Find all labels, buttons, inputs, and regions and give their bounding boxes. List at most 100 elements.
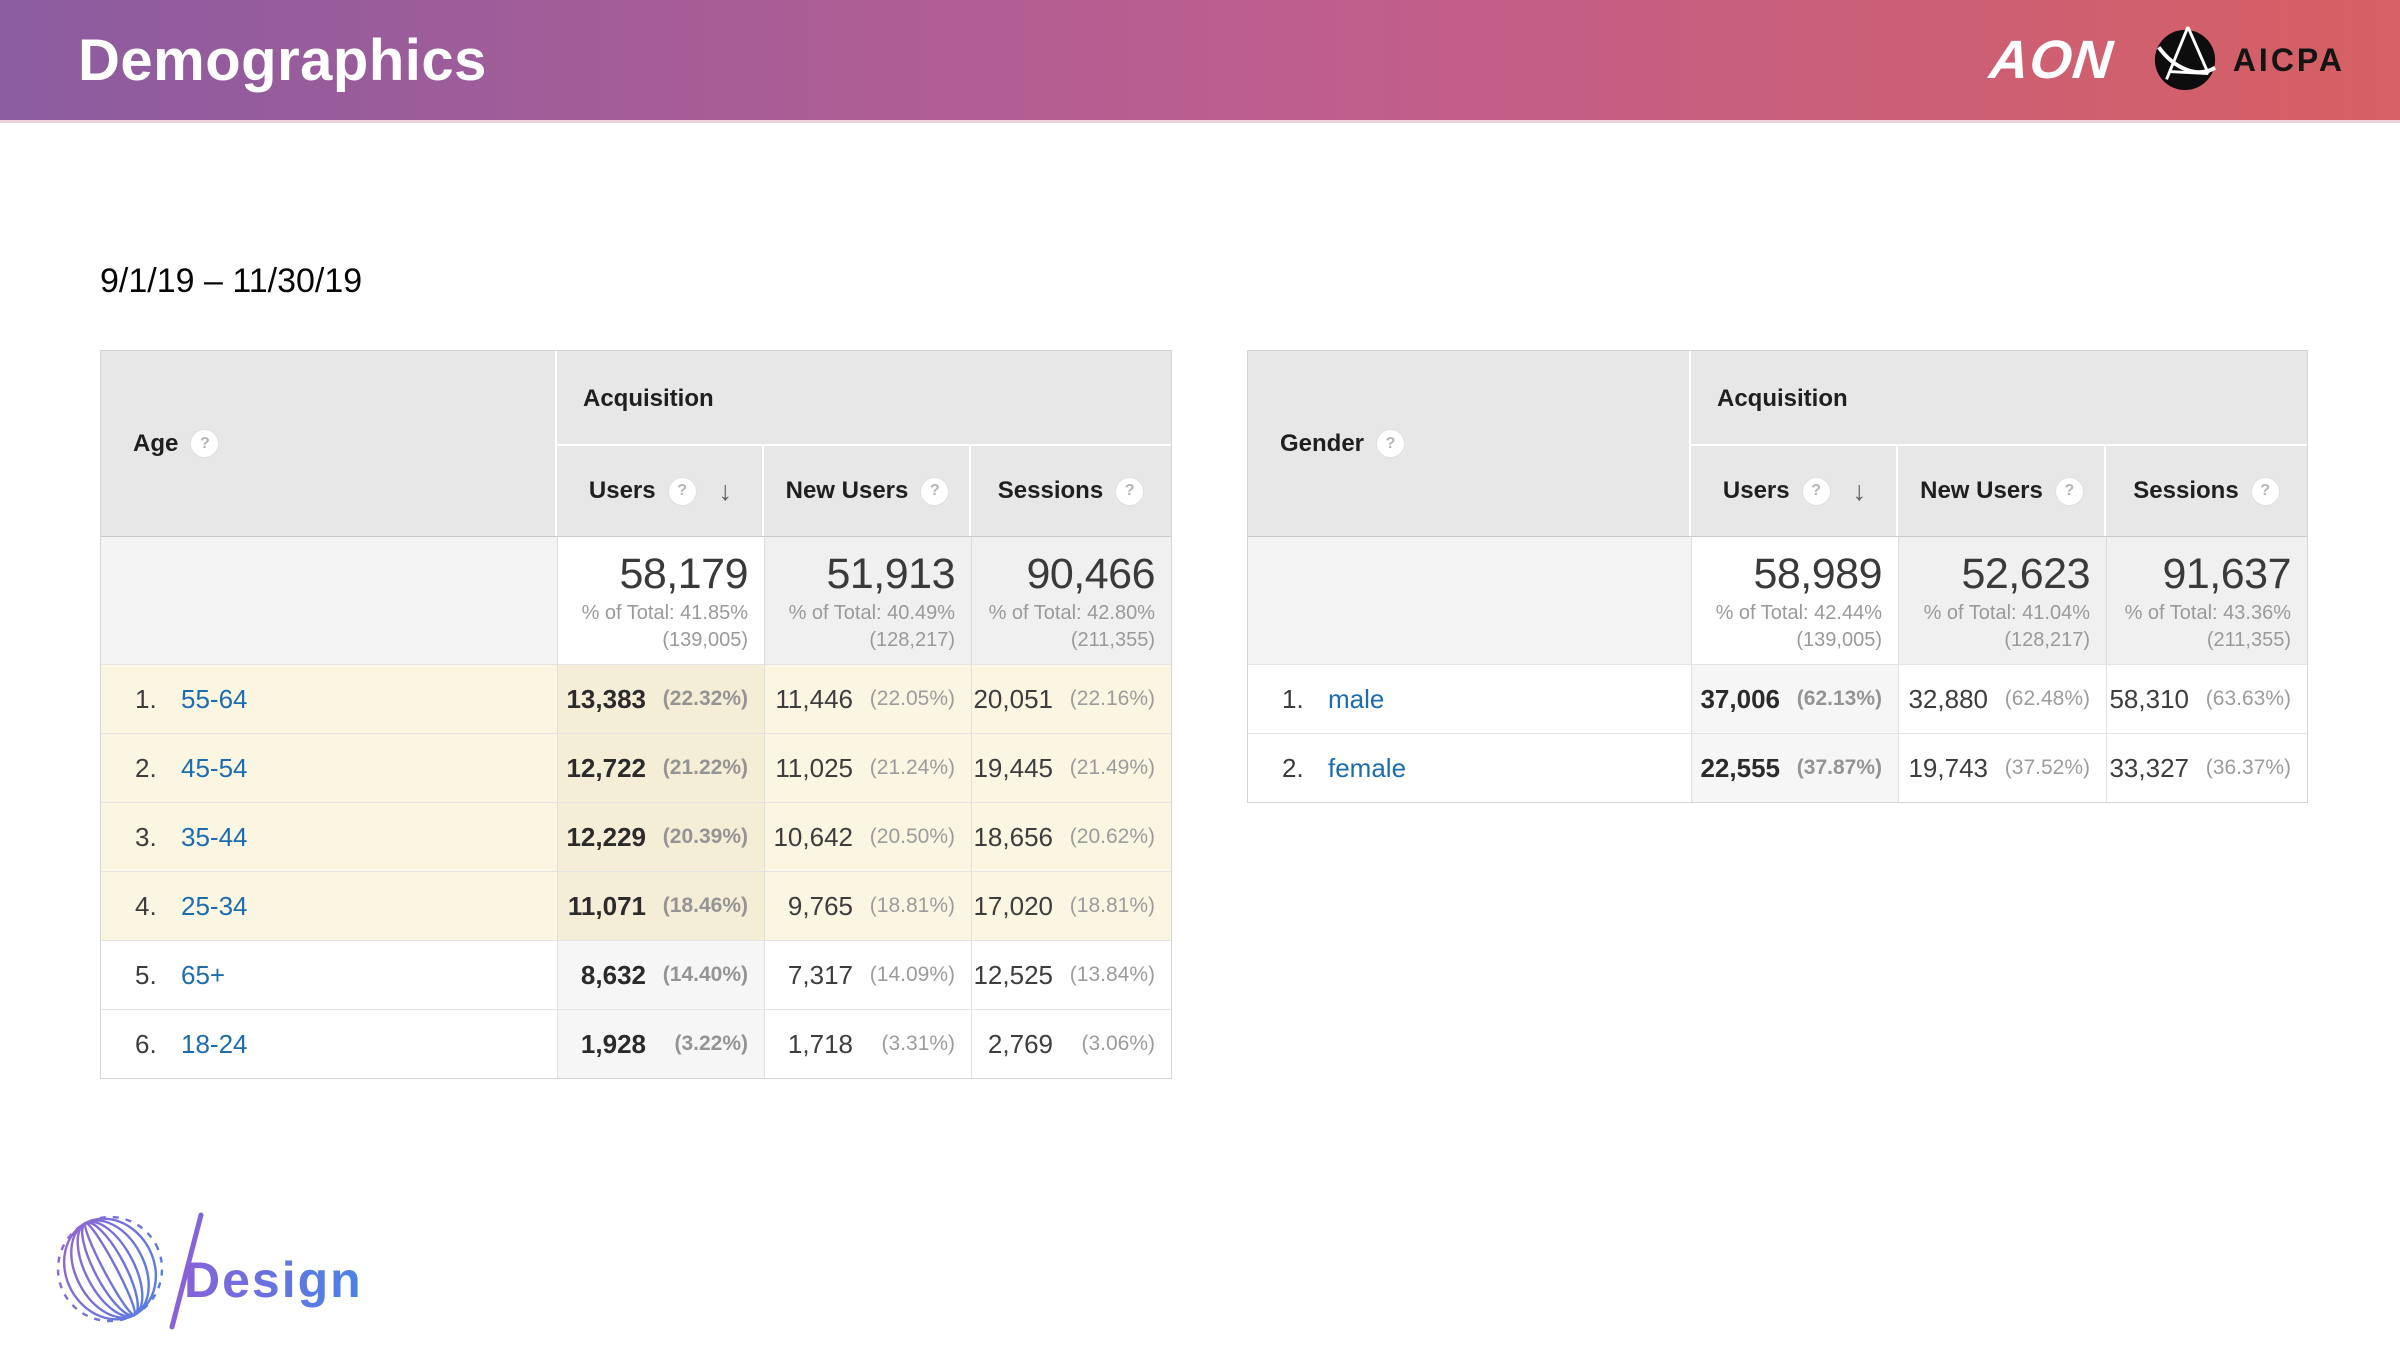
users-cell: 22,555 (37.87%): [1691, 733, 1898, 802]
users-total-value: 58,179: [619, 549, 748, 598]
sessions-value: 19,445: [973, 752, 1053, 783]
table-row-dimension: 2. female: [1248, 733, 1691, 802]
age-link-45-54[interactable]: 45-54: [181, 752, 248, 783]
help-icon[interactable]: ?: [667, 476, 697, 506]
sessions-value: 12,525: [973, 959, 1053, 990]
table-row-dimension: 1. male: [1248, 664, 1691, 733]
sessions-total-value: 90,466: [1026, 549, 1155, 598]
row-index: 2.: [135, 752, 157, 783]
users-total-value: 58,989: [1753, 549, 1882, 598]
acquisition-group-header: Acquisition: [557, 351, 1171, 446]
sessions-value: 58,310: [2109, 683, 2189, 714]
age-table: Age ? Acquisition Users ? ↓ New Users ? …: [100, 350, 1172, 1079]
users-cell: 8,632 (14.40%): [557, 940, 764, 1009]
table-row-dimension: 1. 55-64: [101, 664, 557, 733]
users-value: 1,928: [580, 1028, 646, 1059]
new-users-total-value: 51,913: [826, 549, 955, 598]
help-icon[interactable]: ?: [1801, 476, 1831, 506]
age-link-35-44[interactable]: 35-44: [181, 821, 248, 852]
age-link-25-34[interactable]: 25-34: [181, 890, 248, 921]
sessions-column-header[interactable]: Sessions ?: [2106, 446, 2307, 536]
users-total-base: (139,005): [1796, 628, 1882, 651]
sessions-cell: 18,656 (20.62%): [971, 802, 1171, 871]
new-users-cell: 10,642 (20.50%): [764, 802, 971, 871]
sessions-cell: 2,769 (3.06%): [971, 1009, 1171, 1078]
age-link-65plus[interactable]: 65+: [181, 959, 226, 990]
new-users-pct: (21.24%): [869, 756, 955, 779]
aicpa-globe-icon: [2151, 24, 2219, 97]
age-header-label: Age: [133, 429, 179, 457]
help-icon[interactable]: ?: [2054, 476, 2084, 506]
help-icon[interactable]: ?: [920, 476, 950, 506]
new-users-cell: 9,765 (18.81%): [764, 871, 971, 940]
help-icon[interactable]: ?: [2250, 476, 2280, 506]
sessions-pct: (36.37%): [2205, 756, 2291, 779]
new-users-cell: 1,718 (3.31%): [764, 1009, 971, 1078]
sessions-value: 18,656: [973, 821, 1053, 852]
users-pct: (14.40%): [662, 963, 748, 986]
new-users-cell: 32,880 (62.48%): [1898, 664, 2106, 733]
sessions-column-header[interactable]: Sessions ?: [971, 446, 1171, 536]
row-index: 5.: [135, 959, 157, 990]
help-icon[interactable]: ?: [1376, 429, 1406, 458]
new-users-column-header[interactable]: New Users ?: [1898, 446, 2106, 536]
sessions-total-value: 91,637: [2162, 549, 2291, 598]
users-total-cell: 58,179 % of Total: 41.85% (139,005): [557, 536, 764, 664]
totals-dimension-cell: [1248, 536, 1691, 664]
sessions-header-label: Sessions: [997, 477, 1104, 504]
aon-logo: AON: [1986, 30, 2116, 90]
aicpa-logo: AICPA: [2151, 24, 2345, 97]
sessions-cell: 33,327 (36.37%): [2106, 733, 2307, 802]
gender-link-male[interactable]: male: [1328, 683, 1385, 714]
sessions-value: 20,051: [973, 683, 1053, 714]
users-value: 11,071: [567, 890, 646, 921]
users-column-header[interactable]: Users ? ↓: [557, 446, 764, 536]
gender-link-female[interactable]: female: [1328, 752, 1407, 783]
row-index: 4.: [135, 890, 157, 921]
age-link-55-64[interactable]: 55-64: [181, 683, 248, 714]
sessions-cell: 12,525 (13.84%): [971, 940, 1171, 1009]
acquisition-label: Acquisition: [583, 384, 714, 412]
users-cell: 37,006 (62.13%): [1691, 664, 1898, 733]
logo-slash: [169, 1212, 204, 1330]
row-index: 3.: [135, 821, 157, 852]
help-icon[interactable]: ?: [1115, 476, 1145, 506]
sessions-total-pct: % of Total: 43.36%: [2124, 601, 2291, 624]
new-users-pct: (3.31%): [881, 1032, 955, 1055]
new-users-pct: (37.52%): [2004, 756, 2090, 779]
new-users-value: 1,718: [787, 1028, 853, 1059]
acquisition-group-header: Acquisition: [1691, 351, 2307, 446]
row-index: 1.: [1282, 683, 1304, 714]
new-users-pct: (22.05%): [869, 687, 955, 710]
new-users-cell: 19,743 (37.52%): [1898, 733, 2106, 802]
age-link-18-24[interactable]: 18-24: [181, 1028, 248, 1059]
new-users-value: 10,642: [773, 821, 853, 852]
gender-table: Gender ? Acquisition Users ? ↓ New Users…: [1247, 350, 2308, 803]
new-users-total-pct: % of Total: 40.49%: [788, 601, 955, 624]
sessions-cell: 17,020 (18.81%): [971, 871, 1171, 940]
new-users-total-cell: 51,913 % of Total: 40.49% (128,217): [764, 536, 971, 664]
sessions-pct: (22.16%): [1069, 687, 1155, 710]
slide-header-band: Demographics AON AICPA: [0, 0, 2400, 123]
new-users-column-header[interactable]: New Users ?: [764, 446, 971, 536]
new-users-value: 7,317: [787, 959, 853, 990]
sessions-value: 33,327: [2109, 752, 2189, 783]
new-users-cell: 11,446 (22.05%): [764, 664, 971, 733]
aicpa-logo-text: AICPA: [2232, 41, 2345, 78]
design-logo-text: Design: [184, 1252, 363, 1308]
new-users-value: 9,765: [787, 890, 853, 921]
users-cell: 12,229 (20.39%): [557, 802, 764, 871]
new-users-total-pct: % of Total: 41.04%: [1923, 601, 2090, 624]
new-users-cell: 7,317 (14.09%): [764, 940, 971, 1009]
help-icon[interactable]: ?: [190, 429, 220, 458]
users-column-header[interactable]: Users ? ↓: [1691, 446, 1898, 536]
new-users-pct: (14.09%): [869, 963, 955, 986]
users-value: 22,555: [1700, 752, 1780, 783]
table-row-dimension: 2. 45-54: [101, 733, 557, 802]
new-users-total-base: (128,217): [2004, 628, 2090, 651]
sessions-value: 17,020: [973, 890, 1053, 921]
users-value: 8,632: [580, 959, 646, 990]
users-pct: (18.46%): [662, 894, 748, 917]
acquisition-label: Acquisition: [1717, 384, 1848, 412]
users-header-label: Users: [1722, 477, 1790, 504]
